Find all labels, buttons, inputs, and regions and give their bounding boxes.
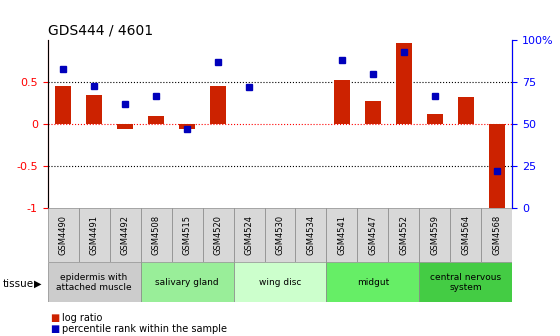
Text: percentile rank within the sample: percentile rank within the sample — [62, 324, 227, 334]
Text: ■: ■ — [50, 312, 60, 323]
Bar — [427, 114, 442, 124]
Bar — [357, 208, 389, 262]
Text: GSM4490: GSM4490 — [59, 215, 68, 255]
Bar — [141, 208, 171, 262]
Bar — [203, 208, 234, 262]
Bar — [86, 95, 102, 124]
Text: wing disc: wing disc — [259, 278, 301, 287]
Text: salivary gland: salivary gland — [155, 278, 219, 287]
Bar — [326, 262, 419, 302]
Text: tissue: tissue — [3, 279, 34, 289]
Bar — [234, 208, 264, 262]
Bar — [55, 86, 71, 124]
Bar — [171, 208, 203, 262]
Bar — [264, 208, 296, 262]
Text: ▶: ▶ — [34, 279, 41, 289]
Bar — [48, 262, 141, 302]
Text: GSM4552: GSM4552 — [399, 215, 408, 255]
Bar — [141, 262, 234, 302]
Bar — [365, 101, 381, 124]
Bar — [389, 208, 419, 262]
Bar — [179, 124, 195, 129]
Text: midgut: midgut — [357, 278, 389, 287]
Text: central nervous
system: central nervous system — [430, 272, 502, 292]
Text: GSM4534: GSM4534 — [306, 215, 315, 255]
Bar — [110, 208, 141, 262]
Text: epidermis with
attached muscle: epidermis with attached muscle — [56, 272, 132, 292]
Text: GSM4564: GSM4564 — [461, 215, 470, 255]
Bar — [458, 97, 474, 124]
Bar — [78, 208, 110, 262]
Text: GSM4547: GSM4547 — [368, 215, 377, 255]
Text: ■: ■ — [50, 324, 60, 334]
Text: GSM4492: GSM4492 — [120, 215, 129, 255]
Bar — [148, 116, 164, 124]
Text: GSM4541: GSM4541 — [338, 215, 347, 255]
Bar — [334, 80, 349, 124]
Bar — [117, 124, 133, 128]
Text: GSM4524: GSM4524 — [245, 215, 254, 255]
Text: GSM4491: GSM4491 — [90, 215, 99, 255]
Bar — [48, 208, 78, 262]
Bar — [234, 262, 326, 302]
Bar — [210, 86, 226, 124]
Text: log ratio: log ratio — [62, 312, 102, 323]
Text: GSM4530: GSM4530 — [276, 215, 284, 255]
Text: GSM4559: GSM4559 — [431, 215, 440, 255]
Bar — [396, 43, 412, 124]
Bar — [326, 208, 357, 262]
Text: GSM4515: GSM4515 — [183, 215, 192, 255]
Bar — [419, 208, 450, 262]
Text: GDS444 / 4601: GDS444 / 4601 — [48, 24, 153, 38]
Bar — [450, 208, 482, 262]
Bar — [296, 208, 326, 262]
Text: GSM4520: GSM4520 — [213, 215, 222, 255]
Text: GSM4568: GSM4568 — [492, 215, 501, 255]
Bar — [489, 124, 505, 213]
Bar — [482, 208, 512, 262]
Text: GSM4508: GSM4508 — [152, 215, 161, 255]
Bar — [419, 262, 512, 302]
